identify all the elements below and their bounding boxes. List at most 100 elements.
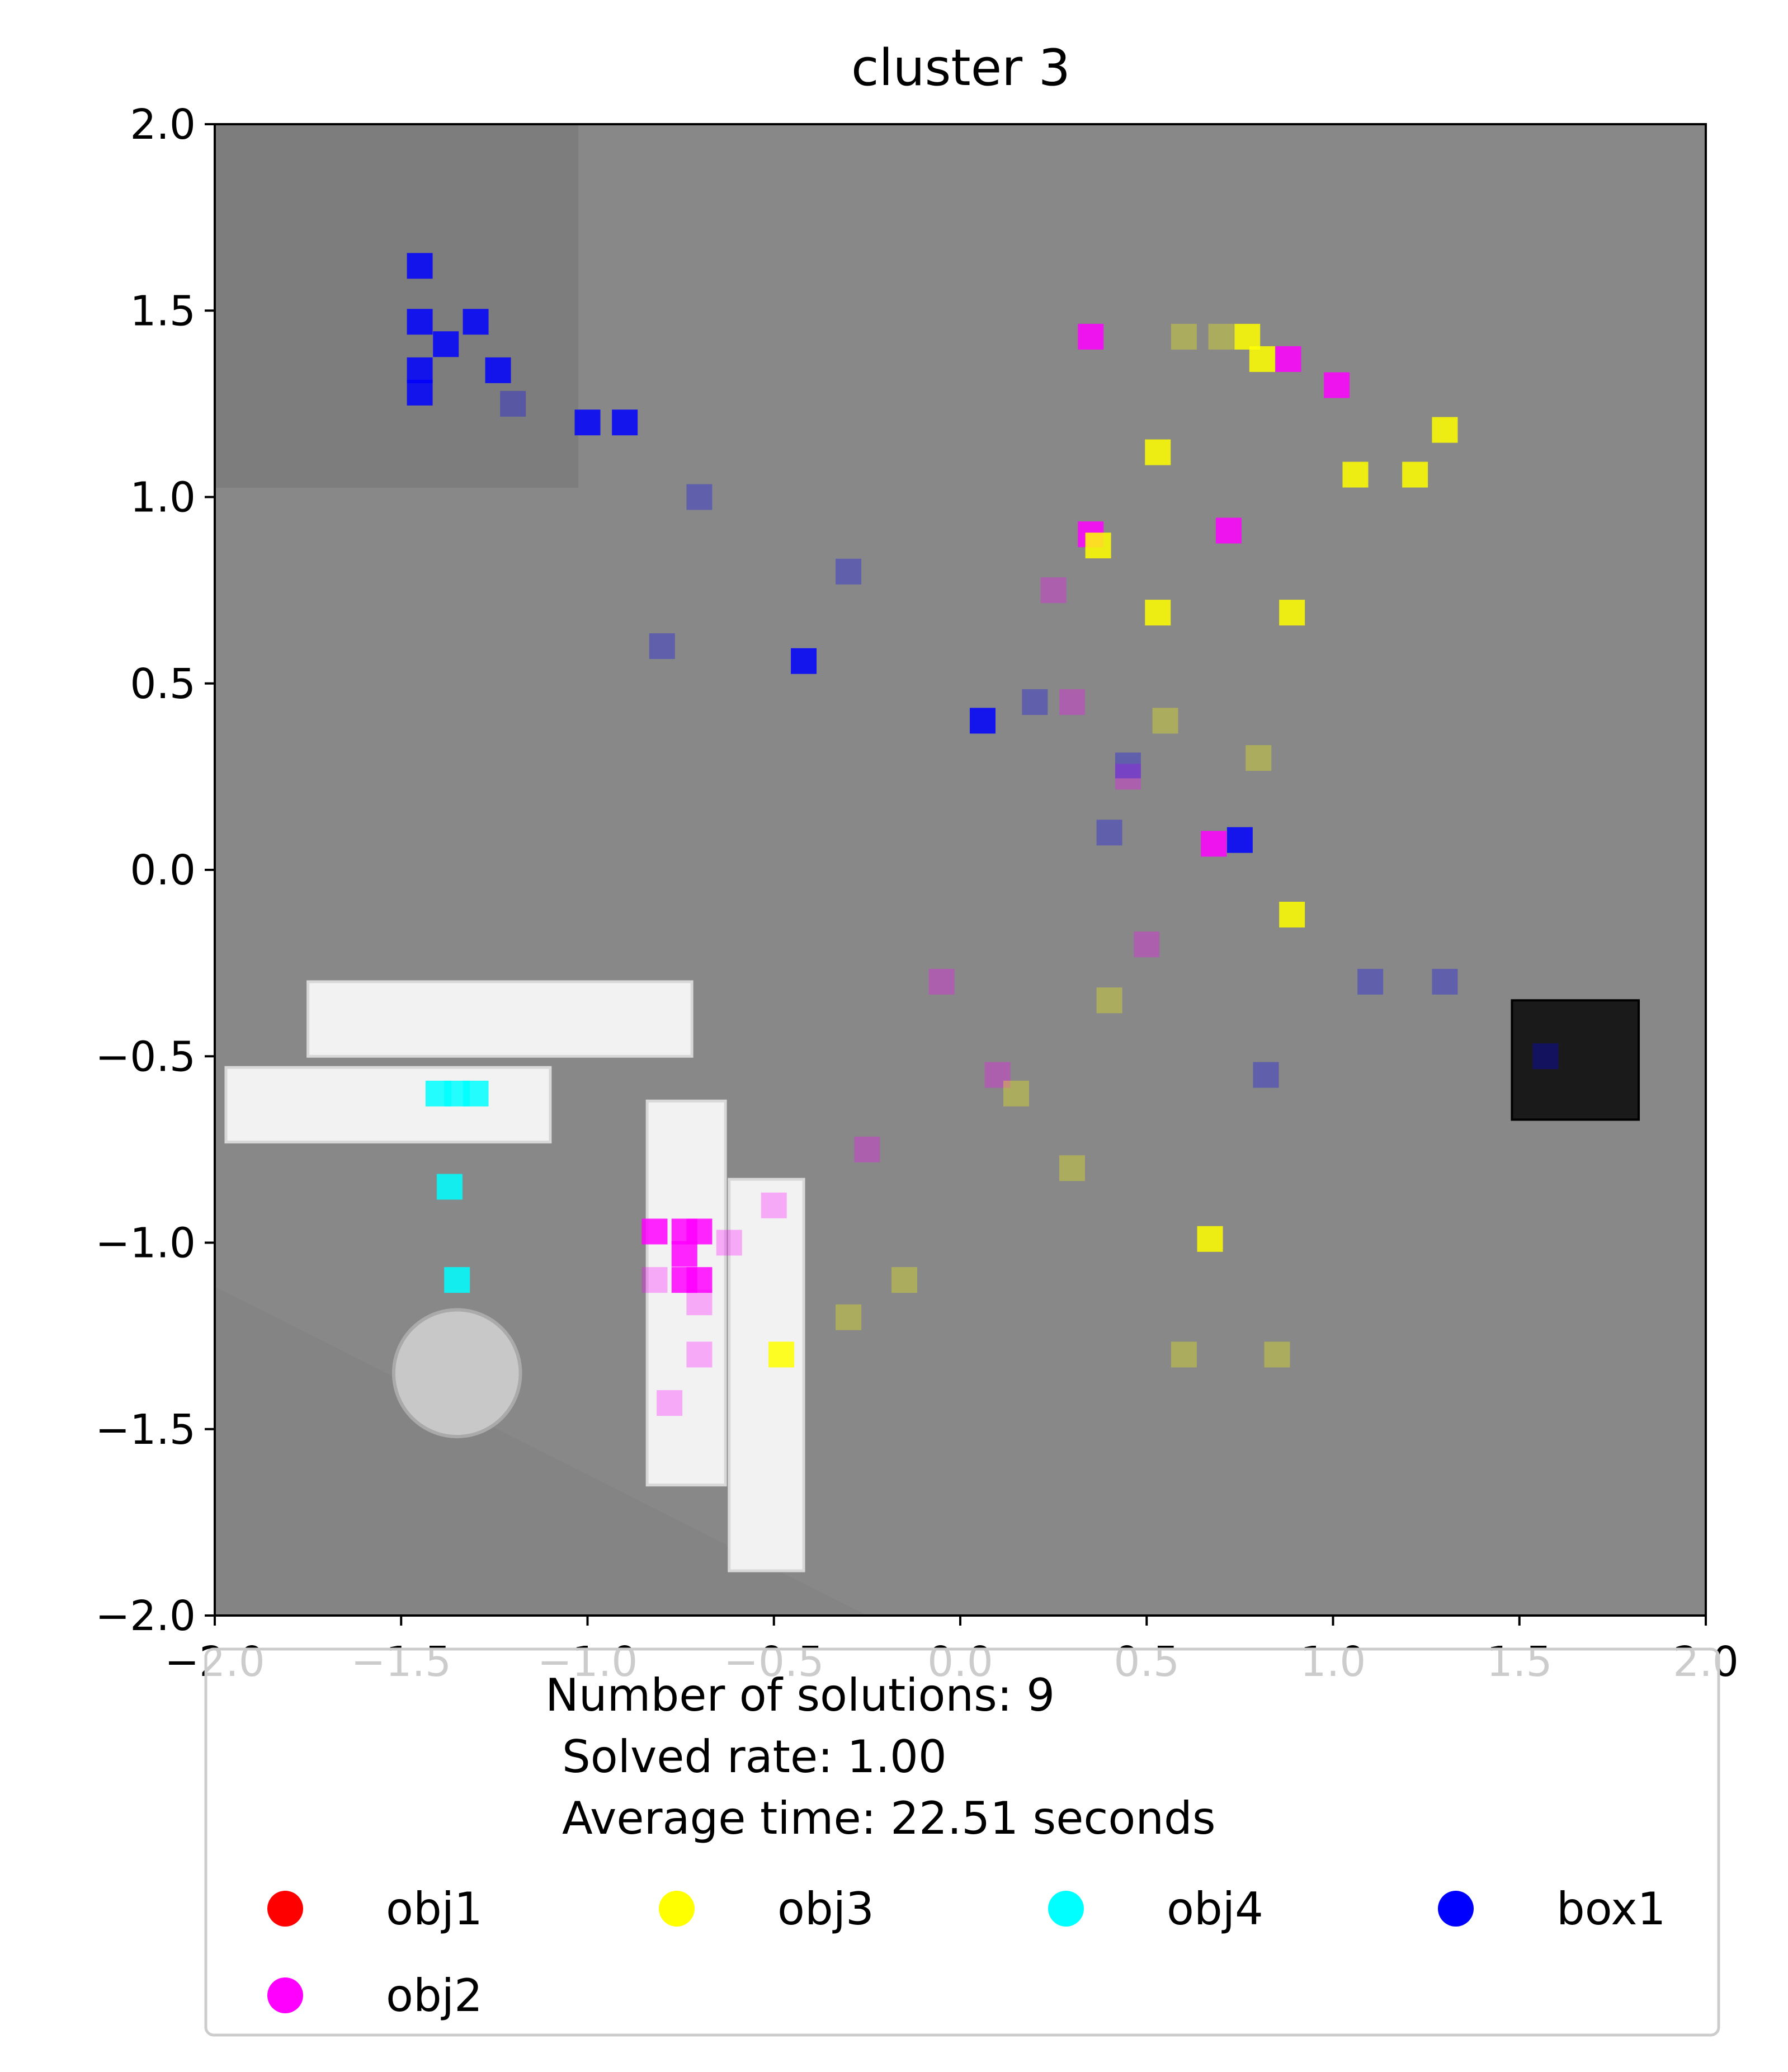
legend-marker-obj2 (267, 1977, 303, 2013)
legend-average-time: Average time: 22.51 seconds (562, 1792, 1216, 1844)
obj4-point (444, 1267, 470, 1293)
box1-point (407, 379, 433, 406)
box1-point (407, 253, 433, 279)
obj3-point (836, 1304, 862, 1330)
legend-marker-obj4 (1048, 1891, 1084, 1927)
chart-title: cluster 3 (851, 39, 1070, 97)
y-tick-label: −2.0 (95, 1592, 196, 1640)
y-axis: 2.0 1.5 1.0 0.5 0.0 −0.5 −1.0 −1.5 −2.0 (95, 101, 215, 1640)
box1-point (574, 409, 601, 436)
y-tick-label: 2.0 (130, 101, 196, 149)
obj2-point (1134, 931, 1160, 958)
obj3-point (1249, 346, 1275, 372)
obj2-point (686, 1341, 713, 1368)
obj3-point (1096, 987, 1122, 1014)
legend-solutions-count: Number of solutions: 9 (545, 1669, 1055, 1721)
obj2-point (671, 1241, 697, 1267)
solution-markers (407, 253, 1559, 1416)
obj2-point (1040, 577, 1067, 604)
legend-box (204, 1647, 1720, 2037)
legend-solved-rate: Solved rate: 1.00 (562, 1731, 947, 1783)
box1-point (969, 708, 996, 734)
scene-objects (224, 980, 1640, 1572)
y-tick-label: −1.0 (95, 1219, 196, 1268)
scene-block-3 (645, 1099, 727, 1487)
obj3-point (891, 1267, 918, 1293)
scene-cylinder (391, 1308, 522, 1439)
obj2-point (1201, 831, 1227, 857)
obj4-point (436, 1174, 463, 1200)
legend-label-obj4: obj4 (1167, 1883, 1263, 1935)
obj3-point (1264, 1341, 1290, 1368)
background-floor-plane (215, 1287, 867, 1616)
box1-point (500, 390, 526, 417)
box1-point (407, 357, 433, 383)
legend-entries: obj1 obj3 obj4 box1 obj2 (267, 1883, 1666, 2022)
box1-point (1532, 1043, 1559, 1070)
obj4-point (463, 1080, 489, 1106)
obj2-point (1275, 346, 1301, 372)
obj2-point (928, 968, 955, 995)
legend-marker-box1 (1438, 1891, 1474, 1927)
obj2-point (761, 1192, 787, 1218)
box1-point (612, 409, 638, 436)
box1-point (407, 309, 433, 335)
y-tick-label: 0.5 (130, 660, 196, 708)
scene-block-1 (306, 980, 694, 1058)
box1-point (485, 357, 511, 383)
box1-point (1226, 827, 1253, 853)
obj2-point (716, 1230, 742, 1256)
box1-point (649, 633, 675, 660)
box1-point (1253, 1062, 1279, 1088)
obj2-point (984, 1062, 1011, 1088)
y-tick-label: 1.0 (130, 474, 196, 522)
background-shade-patch (215, 124, 578, 488)
legend-label-obj2: obj2 (386, 1970, 483, 2022)
obj3-point (768, 1341, 795, 1368)
box1-point (1357, 968, 1384, 995)
obj3-point (1279, 901, 1305, 927)
obj3-point (1145, 439, 1171, 465)
obj2-point (1078, 323, 1104, 350)
box1-point (836, 558, 862, 585)
scene-black-box (1511, 999, 1640, 1121)
obj3-point (1059, 1155, 1085, 1181)
obj3-point (1208, 323, 1234, 350)
obj2-point (1059, 689, 1085, 715)
scene-block-2 (224, 1066, 552, 1144)
box1-point (1432, 968, 1458, 995)
legend: Number of solutions: 9 Solved rate: 1.00… (204, 1647, 1720, 2037)
obj3-point (1197, 1226, 1223, 1252)
legend-label-box1: box1 (1556, 1883, 1666, 1935)
legend-label-obj1: obj1 (386, 1883, 483, 1935)
y-tick-label: −1.5 (95, 1406, 196, 1454)
obj3-point (1279, 600, 1305, 626)
box1-point (791, 648, 817, 674)
obj3-point (1003, 1080, 1029, 1106)
obj3-point (1152, 708, 1178, 734)
scene-block-4 (728, 1178, 805, 1572)
obj3-point (1171, 323, 1197, 350)
obj3-point (1085, 533, 1111, 559)
plot-area (214, 123, 1707, 1617)
obj2-point (686, 1218, 713, 1245)
obj3-point (1432, 417, 1458, 443)
obj3-point (1145, 600, 1171, 626)
obj2-point (641, 1267, 668, 1293)
obj2-point (641, 1218, 668, 1245)
box1-point (1115, 752, 1141, 779)
box1-point (686, 484, 713, 510)
y-tick-label: 0.0 (130, 846, 196, 894)
obj2-point (657, 1390, 683, 1416)
legend-marker-obj3 (659, 1891, 695, 1927)
legend-marker-obj1 (267, 1891, 303, 1927)
obj3-point (1171, 1341, 1197, 1368)
obj2-point (854, 1136, 880, 1162)
obj3-point (1342, 462, 1369, 488)
box1-point (433, 331, 459, 357)
obj2-point (1115, 764, 1141, 790)
y-tick-label: 1.5 (130, 287, 196, 335)
legend-label-obj3: obj3 (777, 1883, 874, 1935)
obj2-point (671, 1267, 697, 1293)
